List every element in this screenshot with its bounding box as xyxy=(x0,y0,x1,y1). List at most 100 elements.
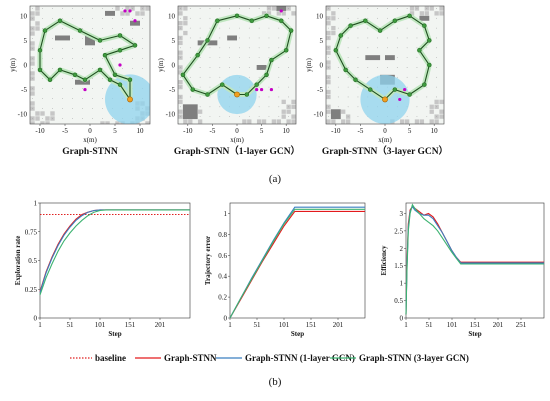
grid-dot xyxy=(180,57,181,59)
unknown-cell xyxy=(439,6,444,11)
grid-dot xyxy=(142,58,143,59)
grid-dot xyxy=(337,106,339,108)
unknown-cell xyxy=(331,11,336,16)
y-axis-label: y(m) xyxy=(157,58,165,72)
grid-dot xyxy=(288,76,290,78)
trajectory-node xyxy=(97,67,103,73)
x-tick-label: 5 xyxy=(113,127,117,135)
grid-dot xyxy=(180,67,181,68)
trajectory-node xyxy=(107,77,113,82)
unknown-cell xyxy=(326,109,331,114)
panel-title: Graph-STNN（1-layer GCN） xyxy=(174,145,300,157)
trajectory-node xyxy=(220,82,225,87)
grid-dot xyxy=(72,78,73,79)
x-tick-label: -5 xyxy=(62,127,68,135)
obstacle xyxy=(85,35,95,46)
unknown-cell xyxy=(183,119,188,124)
unknown-cell xyxy=(256,119,262,124)
grid-dot xyxy=(32,18,33,19)
grid-dot xyxy=(406,47,408,49)
grid-dot xyxy=(357,106,359,108)
grid-dot xyxy=(278,96,280,98)
y-tick-label: 5 xyxy=(320,37,324,45)
grid-dot xyxy=(337,86,339,88)
grid-dot xyxy=(357,96,359,98)
unknown-cell xyxy=(439,109,444,114)
grid-dot xyxy=(416,96,418,98)
grid-dot xyxy=(377,37,379,39)
grid-dot xyxy=(219,67,221,68)
grid-dot xyxy=(268,96,270,98)
x-tick-label: 10 xyxy=(283,127,291,135)
grid-dot xyxy=(102,88,103,89)
grid-dot xyxy=(32,48,33,49)
grid-dot xyxy=(367,67,369,68)
grid-dot xyxy=(357,57,359,59)
trajectory-node xyxy=(112,72,118,78)
unknown-cell xyxy=(276,11,281,16)
map-content xyxy=(30,6,150,124)
grid-dot xyxy=(209,96,211,98)
grid-dot xyxy=(239,27,240,29)
grid-dot xyxy=(102,78,103,79)
grid-dot xyxy=(416,106,418,108)
x-axis-label: x(m) xyxy=(230,136,244,144)
x-tick-label: -10 xyxy=(331,127,341,135)
trajectory-node xyxy=(215,18,220,23)
grid-dot xyxy=(72,108,73,109)
grid-dot xyxy=(189,47,191,49)
target-point xyxy=(118,63,122,67)
grid-dot xyxy=(357,8,359,9)
grid-dot xyxy=(347,37,349,39)
grid-dot xyxy=(132,28,133,29)
trajectory-node xyxy=(190,87,195,92)
grid-dot xyxy=(199,57,201,59)
grid-dot xyxy=(180,17,181,19)
grid-dot xyxy=(189,76,191,78)
grid-dot xyxy=(416,76,418,78)
grid-dot xyxy=(367,27,369,29)
unknown-cell xyxy=(291,119,296,124)
x-tick-label: 1 xyxy=(38,321,42,329)
grid-dot xyxy=(426,8,428,9)
y-tick-label: 5 xyxy=(24,37,28,45)
grid-dot xyxy=(426,106,428,108)
obstacle xyxy=(130,20,140,26)
unknown-cell xyxy=(291,99,296,105)
grid-dot xyxy=(406,86,408,88)
grid-dot xyxy=(72,98,73,99)
grid-dot xyxy=(102,18,103,19)
grid-dot xyxy=(328,17,329,19)
trajectory-node xyxy=(427,38,432,43)
grid-dot xyxy=(62,98,63,99)
unknown-cell xyxy=(178,109,183,114)
grid-dot xyxy=(268,106,270,108)
trajectory-node xyxy=(254,82,259,87)
x-tick-label: 5 xyxy=(408,127,412,135)
grid-dot xyxy=(52,68,53,69)
line-chart-2: 1 51 101 151 20100.20.40.60.81StepTrajectory… xyxy=(204,202,366,338)
grid-dot xyxy=(396,57,398,59)
unknown-cell xyxy=(30,31,35,36)
y-tick-label: 0.5 xyxy=(28,257,37,265)
grid-dot xyxy=(288,67,290,68)
plot-frame xyxy=(229,202,366,319)
grid-dot xyxy=(347,106,349,108)
y-tick-label: 5 xyxy=(172,37,176,45)
grid-dot xyxy=(239,47,240,49)
grid-dot xyxy=(367,37,369,39)
grid-dot xyxy=(62,88,63,89)
grid-dot xyxy=(62,78,63,79)
grid-dot xyxy=(337,17,339,19)
unknown-cell xyxy=(30,121,35,124)
y-tick-label: 3 xyxy=(400,210,404,218)
grid-dot xyxy=(62,108,63,109)
grid-dot xyxy=(132,18,133,19)
grid-dot xyxy=(52,108,53,109)
grid-dot xyxy=(122,58,123,59)
target-point xyxy=(83,87,87,92)
obstacle xyxy=(276,6,287,11)
y-tick-label: 0.2 xyxy=(218,294,227,302)
grid-dot xyxy=(180,76,181,78)
